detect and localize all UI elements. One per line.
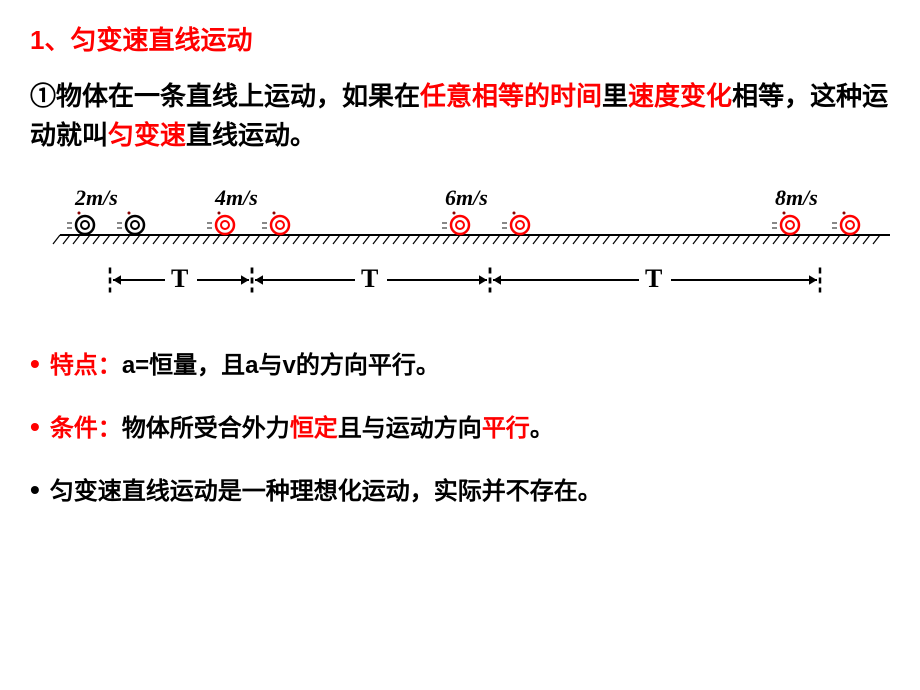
section-title: 1、匀变速直线运动 [30, 20, 890, 57]
definition-part: 速度变化 [628, 81, 732, 111]
bullet-list: • 特点：a=恒量，且a与v的方向平行。 • 条件：物体所受合外力恒定且与运动方向平行… [30, 345, 890, 506]
motion-diagram: T T T 2m/s 4m/s 6m/s 8m/s [30, 185, 890, 315]
definition-part: 里 [602, 81, 628, 111]
bullet-dot: • [30, 476, 40, 504]
speed-label: 2m/s [75, 185, 118, 211]
speed-label: 6m/s [445, 185, 488, 211]
bullet-item: • 特点：a=恒量，且a与v的方向平行。 [30, 345, 890, 380]
definition-part: 匀变速 [108, 120, 186, 150]
bullet-dot: • [30, 413, 40, 441]
bullet-text: 匀变速直线运动是一种理想化运动，实际并不存在。 [50, 471, 602, 506]
bullet-text: 特点：a=恒量，且a与v的方向平行。 [50, 345, 440, 380]
interval-label: T [361, 264, 378, 294]
interval-label: T [645, 264, 662, 294]
definition-part: 直线运动。 [186, 120, 316, 150]
interval-label: T [171, 264, 188, 294]
bullet-dot: • [30, 350, 40, 378]
definition-part: ①物体在一条直线上运动，如果在 [30, 81, 420, 111]
speed-label: 4m/s [215, 185, 258, 211]
bullet-text: 条件：物体所受合外力恒定且与运动方向平行。 [50, 408, 554, 443]
definition-part: 任意相等的时间 [420, 81, 602, 111]
bullet-item: • 条件：物体所受合外力恒定且与运动方向平行。 [30, 408, 890, 443]
bullet-item: • 匀变速直线运动是一种理想化运动，实际并不存在。 [30, 471, 890, 506]
definition-text: ①物体在一条直线上运动，如果在任意相等的时间里速度变化相等，这种运动就叫匀变速直… [30, 77, 890, 155]
speed-label: 8m/s [775, 185, 818, 211]
